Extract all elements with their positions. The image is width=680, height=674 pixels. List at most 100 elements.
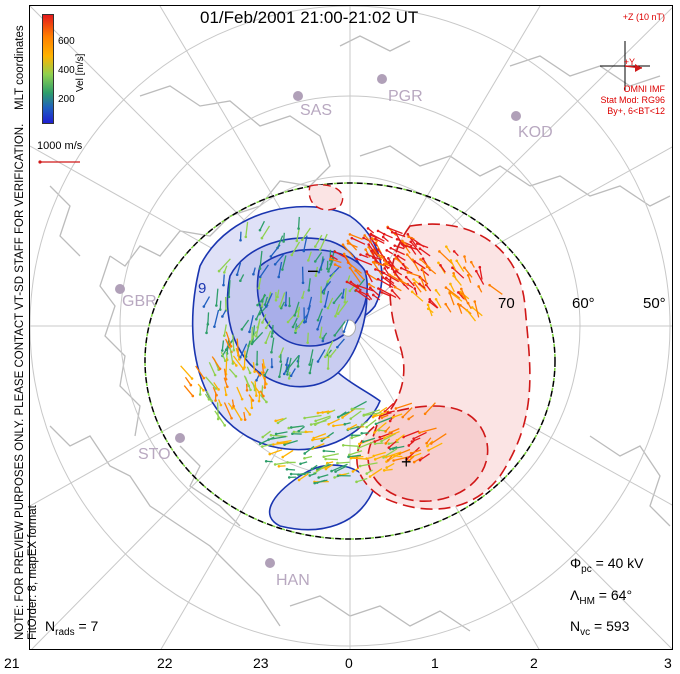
- velocity-vector: [457, 291, 465, 300]
- side-note-line1: NOTE: FOR PREVIEW PURPOSES ONLY. PLEASE …: [14, 123, 26, 640]
- velocity-vector: [334, 304, 341, 317]
- velocity-vector-origin: [413, 281, 416, 285]
- velocity-vector-origin: [385, 466, 389, 469]
- velocity-vector: [333, 292, 343, 304]
- velocity-vector-origin: [380, 291, 384, 294]
- velocity-vector-origin: [399, 279, 403, 283]
- velocity-vector: [215, 288, 219, 306]
- velocity-vector-origin: [258, 267, 262, 270]
- velocity-vector: [327, 352, 330, 369]
- velocity-vector-origin: [294, 331, 297, 334]
- velocity-vector-origin: [386, 411, 390, 414]
- velocity-vector: [276, 235, 284, 249]
- velocity-vector: [323, 450, 336, 453]
- velocity-vector-origin: [255, 334, 258, 338]
- station-pgr: PGR: [388, 88, 423, 105]
- velocity-vector: [228, 280, 231, 297]
- velocity-vector-origin: [387, 442, 391, 445]
- velocity-vector-origin: [219, 403, 223, 407]
- velocity-vector: [213, 382, 220, 390]
- velocity-vector: [439, 264, 446, 273]
- velocity-vector: [385, 277, 395, 284]
- velocity-vector-origin: [357, 446, 360, 450]
- imf-model-line3: By+, 6<BT<12: [607, 106, 665, 116]
- velocity-vector-origin: [349, 417, 353, 420]
- velocity-vector: [343, 319, 349, 332]
- velocity-vector: [379, 288, 397, 299]
- velocity-vector: [350, 281, 360, 289]
- velocity-vector: [283, 364, 290, 375]
- velocity-vector-origin: [437, 261, 440, 265]
- velocity-vector-origin: [373, 440, 377, 443]
- velocity-vector-origin: [289, 374, 293, 378]
- velocity-vector-origin: [317, 476, 320, 479]
- velocity-vector: [292, 317, 298, 328]
- velocity-vector-origin: [213, 325, 216, 328]
- colorbar-tick-200: 200: [58, 94, 75, 105]
- velocity-vector-origin: [224, 393, 228, 397]
- velocity-vector: [303, 235, 308, 252]
- velocity-vector: [445, 303, 452, 313]
- velocity-vector-origin: [317, 270, 321, 274]
- velocity-vector-origin: [374, 268, 377, 271]
- velocity-vector-origin: [249, 388, 252, 392]
- station-gbr: GBR: [122, 293, 157, 310]
- velocity-vector: [375, 242, 382, 254]
- velocity-vector-origin: [439, 263, 442, 267]
- velocity-vector: [259, 264, 269, 278]
- velocity-vector-origin: [421, 267, 424, 270]
- velocity-vector-origin: [270, 350, 273, 354]
- velocity-vector: [331, 463, 348, 472]
- velocity-vector: [270, 244, 281, 257]
- velocity-vector: [287, 354, 300, 370]
- velocity-vector-origin: [393, 253, 397, 257]
- velocity-vector-origin: [191, 394, 195, 398]
- velocity-vector: [225, 357, 228, 375]
- velocity-vector: [255, 306, 263, 320]
- colorbar-tick-600: 600: [58, 36, 75, 47]
- velocity-vector: [259, 220, 265, 231]
- velocity-vector-origin: [415, 242, 419, 245]
- velocity-vector: [479, 267, 483, 280]
- velocity-vector-origin: [291, 325, 295, 329]
- velocity-vector: [410, 246, 417, 255]
- station-kod: KOD: [518, 124, 553, 141]
- velocity-vector-origin: [333, 263, 337, 266]
- velocity-vector-origin: [245, 388, 249, 392]
- velocity-vector-origin: [226, 385, 229, 389]
- velocity-vector-origin: [365, 472, 369, 475]
- velocity-vector-origin: [371, 415, 375, 419]
- velocity-vector-origin: [449, 259, 453, 262]
- velocity-vector-origin: [388, 273, 391, 277]
- imf-info: +Z (10 nT) +Y OMNI IMF Stat Mod: RG96 By…: [585, 12, 665, 117]
- stat-nrads: Nrads = 7: [45, 618, 99, 638]
- velocity-vector: [403, 430, 420, 438]
- velocity-vector-origin: [341, 243, 345, 246]
- velocity-vector-origin: [269, 433, 273, 437]
- velocity-vector: [375, 416, 393, 425]
- velocity-vector-origin: [419, 276, 423, 280]
- velocity-vector-origin: [282, 372, 286, 376]
- velocity-vector: [413, 431, 427, 440]
- velocity-vector: [407, 271, 421, 278]
- velocity-vector-origin: [251, 399, 255, 402]
- velocity-vector: [220, 351, 226, 362]
- velocity-vector: [214, 410, 226, 426]
- velocity-vector: [426, 266, 437, 275]
- velocity-vector: [262, 430, 271, 438]
- mlt-tick-0: 0: [345, 655, 353, 671]
- velocity-vector-origin: [274, 298, 278, 302]
- velocity-vector-origin: [349, 456, 353, 460]
- velocity-vector: [265, 330, 272, 343]
- velocity-vector-origin: [378, 287, 382, 291]
- velocity-vector-origin: [444, 302, 448, 306]
- velocity-vector: [323, 453, 339, 458]
- velocity-vector: [342, 408, 355, 419]
- velocity-vector: [308, 278, 311, 291]
- velocity-vector: [337, 461, 350, 464]
- velocity-vector-origin: [445, 245, 448, 248]
- velocity-vector-origin: [309, 423, 313, 426]
- velocity-vector: [221, 341, 232, 357]
- mlt-tick-3: 3: [664, 655, 672, 671]
- velocity-vector: [341, 288, 345, 298]
